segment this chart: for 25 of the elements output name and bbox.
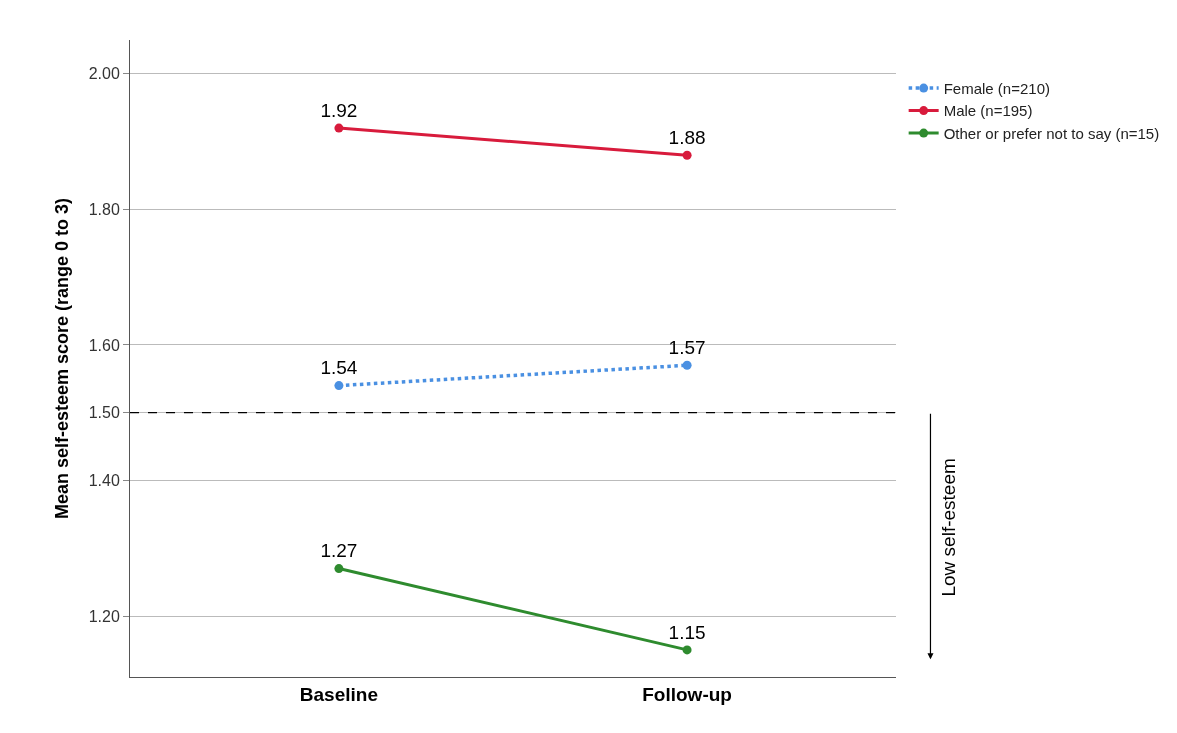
data-label: 1.27 [320,540,358,562]
y-axis-title: Mean self-esteem score (range 0 to 3) [51,197,72,520]
point [682,645,692,655]
legend-label: Male (n=195) [943,102,1033,120]
point [334,564,344,574]
text: 2.00 [88,65,120,83]
data-label: 1.88 [668,126,706,148]
legend-label: Female (n=210) [943,79,1050,97]
text: 1.20 [88,607,120,625]
text: 1.50 [88,404,120,422]
x-tick-label: Follow-up [642,683,732,705]
legend-label: Other or prefer not to say (n=15) [943,124,1160,142]
data-label: 1.54 [320,357,358,379]
point [682,360,692,370]
data-label: 1.57 [668,336,706,358]
text: 1.40 [88,472,120,490]
point [334,123,344,133]
point [682,150,692,160]
data-label: 1.92 [320,99,358,121]
point [334,381,344,391]
text: 1.60 [88,336,120,354]
x-tick-label: Baseline [299,683,378,705]
data-label: 1.15 [668,621,706,643]
text: Low self-esteem [937,458,959,597]
text: 1.80 [88,201,120,219]
